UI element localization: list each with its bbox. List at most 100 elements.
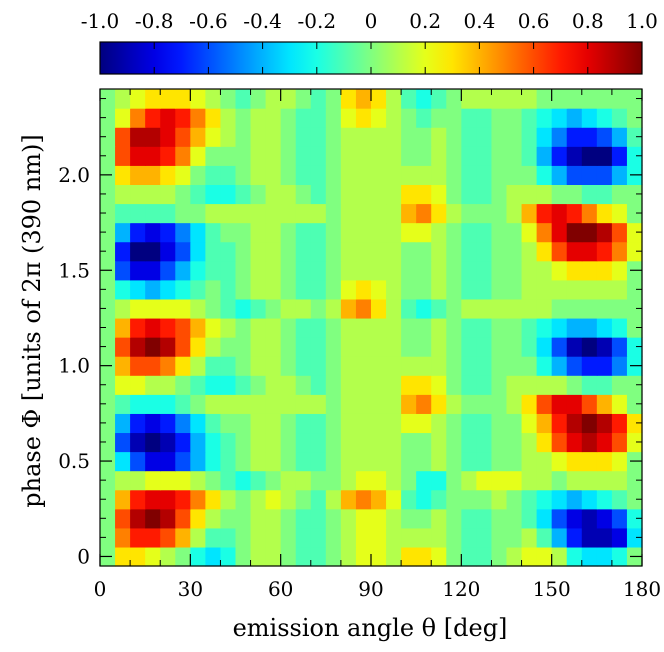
heatmap-cell: [295, 508, 312, 529]
heatmap-cell: [386, 165, 402, 185]
heatmap-cell: [401, 203, 417, 224]
heatmap-cell: [310, 432, 327, 453]
heatmap-cell: [340, 241, 357, 262]
heatmap-cell: [145, 298, 161, 319]
heatmap-cell: [596, 184, 613, 205]
heatmap-cell: [491, 108, 508, 128]
heatmap-cell: [160, 222, 176, 243]
heatmap-cell: [491, 356, 508, 376]
heatmap-cell: [611, 337, 628, 357]
heatmap-cell: [355, 432, 372, 453]
heatmap-cell: [205, 375, 222, 395]
heatmap-cell: [160, 508, 176, 529]
heatmap-cell: [295, 375, 312, 395]
heatmap-cell: [310, 375, 327, 395]
heatmap-cell: [416, 108, 432, 128]
heatmap-cell: [130, 298, 146, 319]
heatmap-cell: [551, 298, 568, 319]
heatmap-cell: [401, 146, 417, 166]
heatmap-cell: [220, 451, 237, 472]
heatmap-cell: [280, 127, 297, 147]
heatmap-cell: [401, 432, 417, 453]
heatmap-cell: [220, 317, 237, 338]
heatmap-cell: [220, 470, 237, 491]
heatmap-cell: [355, 527, 372, 548]
heatmap-cell: [551, 317, 568, 338]
heatmap-cell: [596, 260, 613, 281]
heatmap-cell: [190, 298, 206, 319]
heatmap-cell: [461, 222, 477, 243]
heatmap-cell: [596, 489, 613, 510]
colorbar: -1.0 -0.8 -0.6 -0.4 -0.2 0 0.2 0.4 0.6 0.8 1.0: [81, 9, 658, 75]
heatmap-cell: [596, 146, 613, 166]
heatmap-cell: [295, 127, 312, 147]
heatmap-cell: [235, 184, 252, 205]
heatmap-cell: [340, 165, 357, 185]
heatmap-cell: [310, 394, 327, 414]
heatmap-cell: [626, 394, 643, 414]
heatmap-cell: [431, 279, 447, 300]
heatmap-cell: [491, 241, 508, 262]
heatmap-cell: [100, 279, 116, 300]
heatmap-cell: [551, 260, 568, 281]
heatmap-cell: [446, 470, 462, 491]
heatmap-cell: [160, 165, 176, 185]
heatmap-cell: [220, 108, 237, 128]
heatmap-cell: [521, 394, 538, 414]
heatmap-cell: [250, 241, 267, 262]
heatmap-cell: [295, 413, 312, 434]
heatmap-cell: [581, 165, 598, 185]
heatmap-cell: [386, 546, 402, 567]
heatmap-cell: [205, 337, 222, 357]
heatmap-cell: [235, 451, 252, 472]
heatmap-cell: [325, 317, 342, 338]
heatmap-cell: [461, 508, 477, 529]
heatmap-cell: [220, 527, 237, 548]
heatmap-cell: [551, 508, 568, 529]
x-tick-label: 150: [533, 577, 571, 601]
heatmap-cell: [521, 184, 538, 205]
heatmap-cell: [416, 260, 432, 281]
heatmap-cell: [431, 317, 447, 338]
heatmap-cell: [416, 317, 432, 338]
heatmap-cell: [461, 317, 477, 338]
heatmap-cell: [280, 508, 297, 529]
heatmap-cell: [160, 108, 176, 128]
heatmap-cell: [371, 375, 387, 395]
heatmap-cell: [416, 203, 432, 224]
heatmap-cell: [476, 203, 493, 224]
heatmap-cell: [145, 508, 161, 529]
heatmap-cell: [310, 203, 327, 224]
heatmap-cell: [265, 432, 282, 453]
heatmap-cell: [566, 470, 583, 491]
heatmap-cell: [476, 165, 493, 185]
heatmap-cell: [491, 260, 508, 281]
heatmap-cell: [160, 413, 176, 434]
heatmap-cell: [160, 260, 176, 281]
heatmap-cell: [401, 127, 417, 147]
heatmap-cell: [551, 127, 568, 147]
heatmap-cell: [205, 89, 222, 109]
heatmap-cell: [280, 317, 297, 338]
heatmap-cell: [325, 489, 342, 510]
heatmap-cell: [130, 184, 146, 205]
heatmap-cell: [386, 489, 402, 510]
heatmap-cell: [446, 165, 462, 185]
heatmap-cell: [626, 413, 643, 434]
heatmap-cell: [476, 337, 493, 357]
heatmap-cell: [491, 432, 508, 453]
heatmap-cell: [250, 89, 267, 109]
heatmap-cell: [611, 146, 628, 166]
heatmap-cell: [190, 146, 206, 166]
heatmap-cell: [596, 279, 613, 300]
heatmap-cell: [355, 203, 372, 224]
heatmap-cell: [145, 260, 161, 281]
y-tick-label: 2.0: [58, 163, 90, 187]
heatmap-cell: [115, 127, 131, 147]
x-tick-label: 90: [358, 577, 383, 601]
heatmap-cell: [115, 546, 131, 567]
heatmap-cell: [551, 165, 568, 185]
heatmap-cell: [521, 356, 538, 376]
heatmap-cell: [340, 451, 357, 472]
heatmap-cell: [160, 527, 176, 548]
